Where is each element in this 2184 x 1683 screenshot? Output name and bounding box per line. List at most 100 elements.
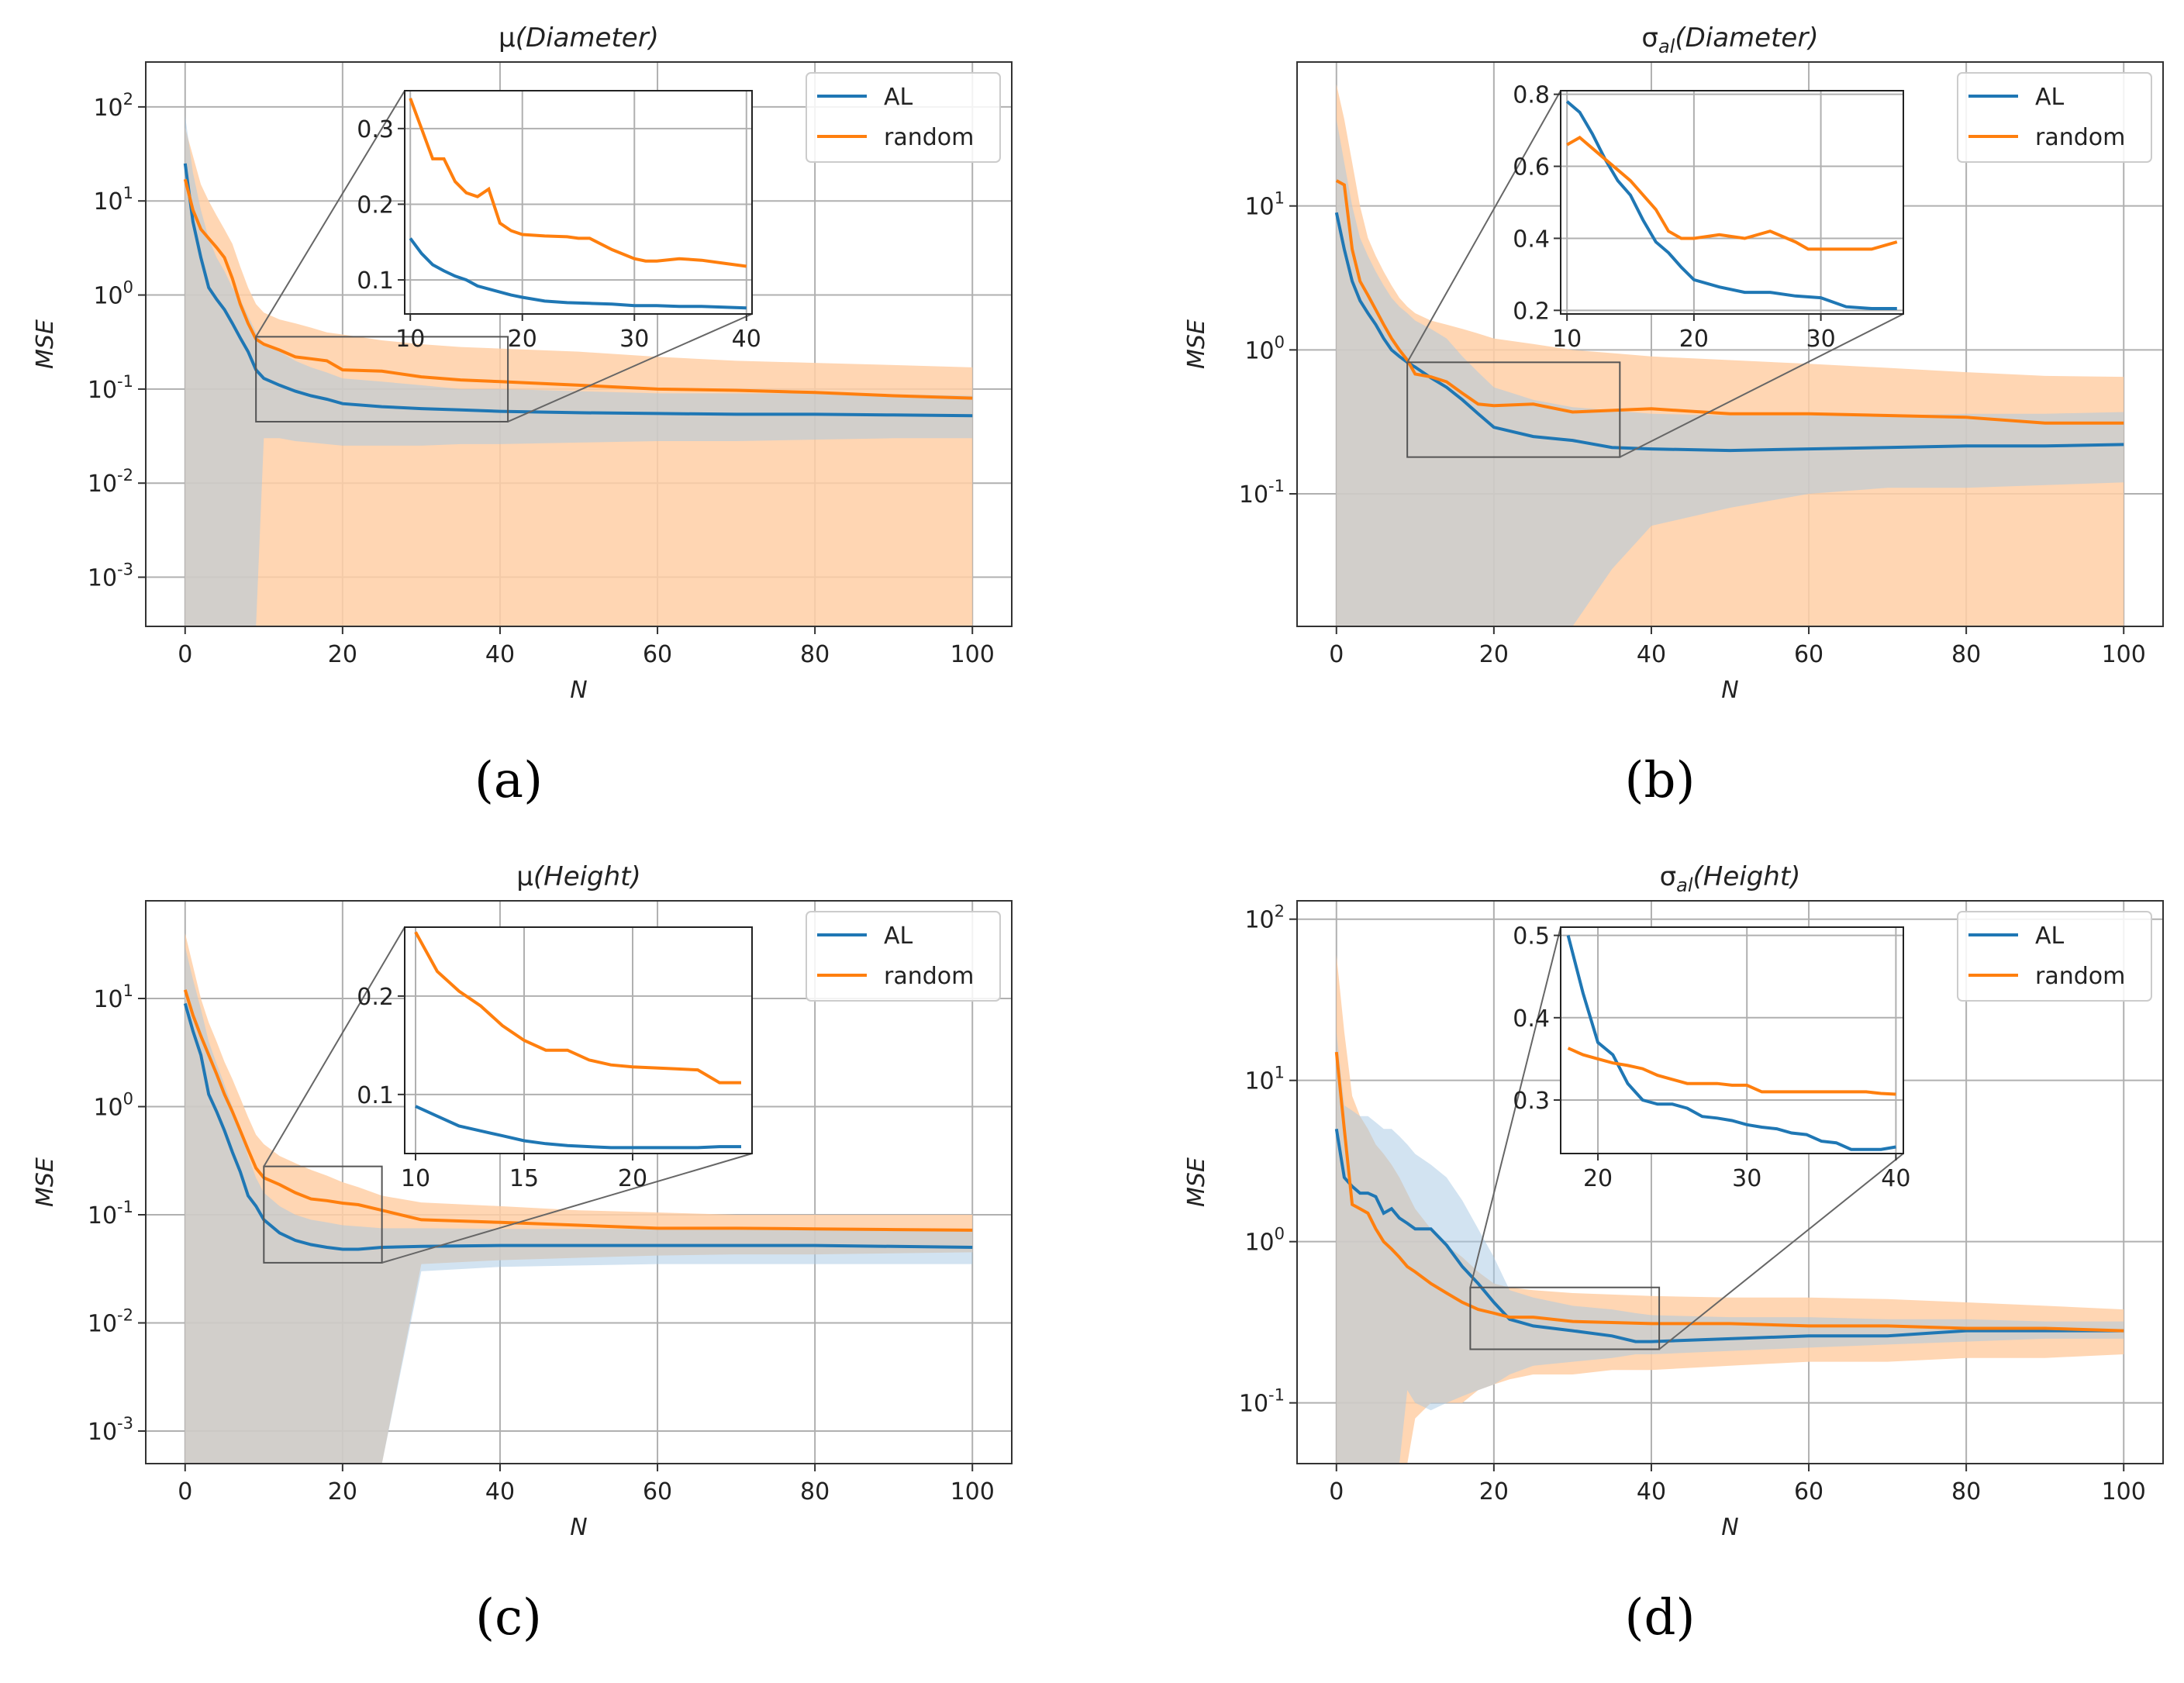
inset-border (404, 90, 753, 315)
zoom-connector-line (1469, 926, 1561, 1288)
inset-x-tick-label: 30 (1806, 326, 1835, 353)
y-tick-label: 10-2 (88, 466, 133, 498)
y-tick-label: 102 (93, 90, 133, 122)
y-tick-label: 100 (1244, 1225, 1285, 1257)
axes-frame (1296, 900, 2164, 1464)
inset-y-tick-label: 0.2 (357, 191, 394, 219)
inset-x-tick-label: 30 (619, 326, 649, 353)
x-tick-label: 100 (951, 641, 995, 668)
inset-x-tick-label: 15 (509, 1165, 539, 1192)
x-tick-label: 20 (1479, 641, 1509, 668)
y-tick-label: 10-3 (88, 1414, 133, 1446)
x-tick-label: 100 (2102, 1478, 2146, 1505)
al-series-line (1334, 1128, 2124, 1343)
inset-border (1560, 90, 1904, 315)
inset-y-tick-label: 0.2 (357, 984, 394, 1011)
al-confidence-band (1336, 1032, 2124, 1464)
x-tick-label: 60 (1794, 641, 1823, 668)
y-axis-label: MSE (1183, 319, 1210, 369)
chart-panel-4: 0 20 40 60 80 100 10-1 100 101 102 σal(Height) N MSE… (1183, 861, 2164, 1541)
inset-x-tick-label: 10 (401, 1165, 430, 1192)
x-tick-label: 20 (328, 641, 357, 668)
zoom-connector-line (263, 926, 405, 1167)
random-series-line (183, 989, 973, 1232)
legend-label-random: random (2035, 963, 2125, 990)
x-tick-label: 100 (951, 1478, 995, 1505)
al-confidence-band (1336, 119, 2124, 626)
y-tick-label: 10-2 (88, 1306, 133, 1338)
x-tick-label: 60 (643, 1478, 672, 1505)
inset-x-tick-label: 40 (1881, 1165, 1910, 1192)
y-tick-label: 102 (1244, 902, 1285, 934)
x-tick-label: 40 (485, 1478, 515, 1505)
random-series-line (1335, 179, 2124, 425)
y-tick-label: 100 (93, 278, 133, 310)
x-tick-label: 40 (485, 641, 515, 668)
inset-random-line (1566, 135, 1898, 251)
inset-y-tick-label: 0.1 (357, 267, 394, 295)
plot-area (183, 933, 973, 1464)
y-axis-label: MSE (1183, 1157, 1210, 1207)
x-tick-label: 40 (1637, 1478, 1666, 1505)
zoom-connector-line (1406, 90, 1561, 363)
inset-y-tick-label: 0.1 (357, 1082, 394, 1109)
y-tick-label: 101 (1244, 189, 1285, 221)
zoom-connector-line (1658, 1153, 1904, 1350)
chart-panel-3: 0 20 40 60 80 100 10-3 10-2 10-1 100 101 μ(Height) N… (32, 861, 1013, 1541)
inset-y-tick-label: 0.5 (1513, 923, 1550, 950)
chart-title: σal(Height) (1660, 861, 1801, 896)
inset-axes: 10 20 30 40 0.1 0.2 0.3 (357, 90, 761, 353)
inset-x-tick-label: 20 (508, 326, 537, 353)
y-tick-label: 10-1 (1239, 1386, 1285, 1418)
y-tick-label: 101 (93, 184, 133, 216)
inset-x-tick-label: 10 (1552, 326, 1582, 353)
legend-label-random: random (884, 963, 974, 990)
x-tick-label: 40 (1637, 641, 1666, 668)
inset-axes: 20 30 40 0.3 0.4 0.5 (1513, 923, 1910, 1192)
inset-random-line (409, 98, 747, 268)
inset-y-tick-label: 0.8 (1513, 82, 1550, 109)
chart-panel-2: 0 20 40 60 80 100 10-1 100 101 σal(Diameter) N MSE A… (1183, 22, 2164, 704)
axes-frame (145, 900, 1013, 1464)
plot-area (183, 116, 973, 626)
x-tick-label: 80 (1951, 641, 1981, 668)
plot-area (1334, 954, 2124, 1464)
x-tick-label: 80 (1951, 1478, 1981, 1505)
inset-frame (404, 926, 753, 1154)
inset-x-tick-label: 20 (1679, 326, 1709, 353)
axes-frame (1296, 61, 2164, 627)
inset-random-line (1567, 1047, 1896, 1096)
axes-frame (145, 61, 1013, 627)
inset-plot-area (1565, 100, 1898, 310)
x-tick-label: 20 (1479, 1478, 1509, 1505)
x-tick-label: 100 (2102, 641, 2146, 668)
inset-border (1560, 926, 1904, 1154)
inset-random-line (414, 931, 741, 1085)
legend-label-al: AL (884, 84, 913, 111)
random-series-line (1334, 1051, 2124, 1333)
inset-al-line (415, 1105, 741, 1150)
inset-frame (1560, 926, 1904, 1154)
x-tick-label: 0 (178, 1478, 192, 1505)
x-tick-label: 0 (178, 641, 192, 668)
y-tick-label: 10-1 (1239, 477, 1285, 509)
inset-x-tick-label: 20 (618, 1165, 647, 1192)
x-tick-label: 0 (1329, 641, 1344, 668)
chart-panel-1: 0 20 40 60 80 100 10-3 10-2 10-1 100 101 102 μ(Diame… (32, 22, 1013, 704)
caption-a: (a) (474, 752, 543, 809)
inset-x-tick-label: 40 (732, 326, 761, 353)
y-tick-label: 10-1 (88, 1198, 133, 1229)
x-tick-label: 60 (643, 641, 672, 668)
random-series-line (183, 178, 973, 400)
inset-y-tick-label: 0.4 (1513, 226, 1550, 253)
inset-al-line (409, 237, 747, 310)
legend-label-al: AL (2035, 923, 2065, 950)
y-axis-label: MSE (32, 1157, 59, 1207)
x-tick-label: 60 (1794, 1478, 1823, 1505)
caption-d: (d) (1624, 1589, 1696, 1647)
zoom-connector-line (381, 1153, 753, 1264)
al-confidence-band (185, 947, 973, 1464)
zoom-region-box (1406, 361, 1621, 458)
inset-plot-area (1566, 935, 1896, 1151)
